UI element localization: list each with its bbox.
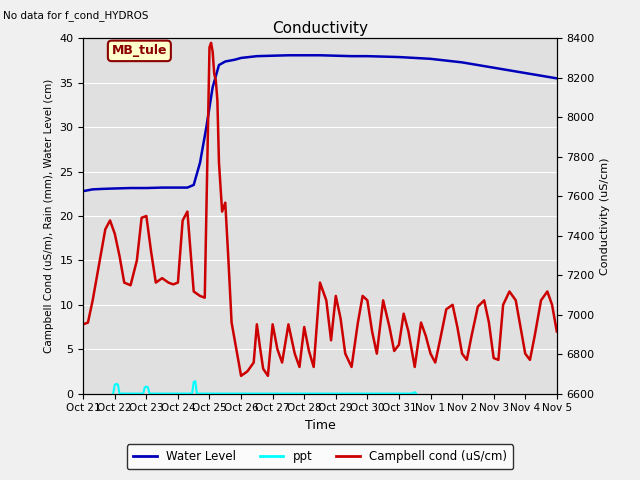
Water Level [99, 186, 106, 192]
X-axis label: Time: Time [305, 419, 335, 432]
Water Level [506, 68, 513, 73]
ppt [113, 381, 120, 387]
Water Level [332, 53, 340, 59]
ppt [143, 384, 150, 389]
Water Level [231, 57, 239, 62]
Campbell cond (uS/cm) [442, 306, 450, 312]
Line: Campbell cond (uS/cm): Campbell cond (uS/cm) [83, 43, 557, 376]
Water Level [300, 52, 308, 58]
Water Level [202, 124, 210, 130]
Water Level [215, 62, 223, 68]
Line: Water Level: Water Level [83, 55, 557, 191]
Water Level [143, 185, 150, 191]
ppt [109, 391, 117, 396]
ppt [191, 378, 199, 384]
Water Level [79, 188, 87, 194]
Water Level [209, 84, 216, 90]
Water Level [269, 53, 276, 59]
Y-axis label: Conductivity (uS/cm): Conductivity (uS/cm) [600, 157, 611, 275]
Legend: Water Level, ppt, Campbell cond (uS/cm): Water Level, ppt, Campbell cond (uS/cm) [127, 444, 513, 469]
ppt [146, 391, 154, 396]
ppt [410, 390, 417, 396]
Water Level [158, 185, 166, 191]
Water Level [395, 54, 403, 60]
ppt [193, 391, 201, 396]
Water Level [427, 56, 435, 62]
Line: ppt: ppt [113, 381, 416, 394]
Campbell cond (uS/cm) [373, 351, 381, 357]
Water Level [490, 65, 497, 71]
Text: No data for f_cond_HYDROS: No data for f_cond_HYDROS [3, 10, 148, 21]
Campbell cond (uS/cm) [120, 280, 128, 286]
ppt [188, 391, 196, 396]
Water Level [127, 185, 134, 191]
ppt [141, 384, 148, 390]
Water Level [285, 52, 292, 58]
Water Level [111, 186, 118, 192]
Water Level [89, 186, 97, 192]
Campbell cond (uS/cm) [79, 322, 87, 327]
ppt [140, 391, 147, 396]
ppt [114, 382, 122, 388]
ppt [411, 389, 419, 395]
Campbell cond (uS/cm) [296, 364, 303, 370]
Campbell cond (uS/cm) [553, 328, 561, 334]
Water Level [316, 52, 324, 58]
Water Level [411, 55, 419, 61]
Title: Conductivity: Conductivity [272, 21, 368, 36]
Water Level [522, 70, 529, 76]
Water Level [348, 53, 355, 59]
ppt [408, 391, 415, 396]
Water Level [221, 59, 229, 64]
Y-axis label: Campbell Cond (uS/m), Rain (mm), Water Level (cm): Campbell Cond (uS/m), Rain (mm), Water L… [44, 79, 54, 353]
Water Level [553, 75, 561, 81]
Campbell cond (uS/cm) [337, 315, 344, 321]
Water Level [474, 62, 482, 68]
ppt [116, 391, 124, 396]
ppt [144, 384, 152, 390]
Water Level [184, 185, 191, 191]
Campbell cond (uS/cm) [207, 40, 215, 46]
Water Level [190, 182, 198, 188]
Campbell cond (uS/cm) [237, 373, 245, 379]
Water Level [174, 185, 182, 191]
Campbell cond (uS/cm) [111, 231, 118, 237]
Water Level [442, 58, 450, 63]
Water Level [196, 160, 204, 166]
Text: MB_tule: MB_tule [111, 44, 167, 58]
Water Level [380, 54, 387, 60]
ppt [412, 391, 420, 396]
ppt [190, 379, 198, 385]
Water Level [253, 53, 260, 59]
Water Level [537, 73, 545, 79]
Water Level [364, 53, 371, 59]
Water Level [458, 60, 466, 65]
Water Level [237, 55, 245, 61]
ppt [111, 382, 118, 388]
